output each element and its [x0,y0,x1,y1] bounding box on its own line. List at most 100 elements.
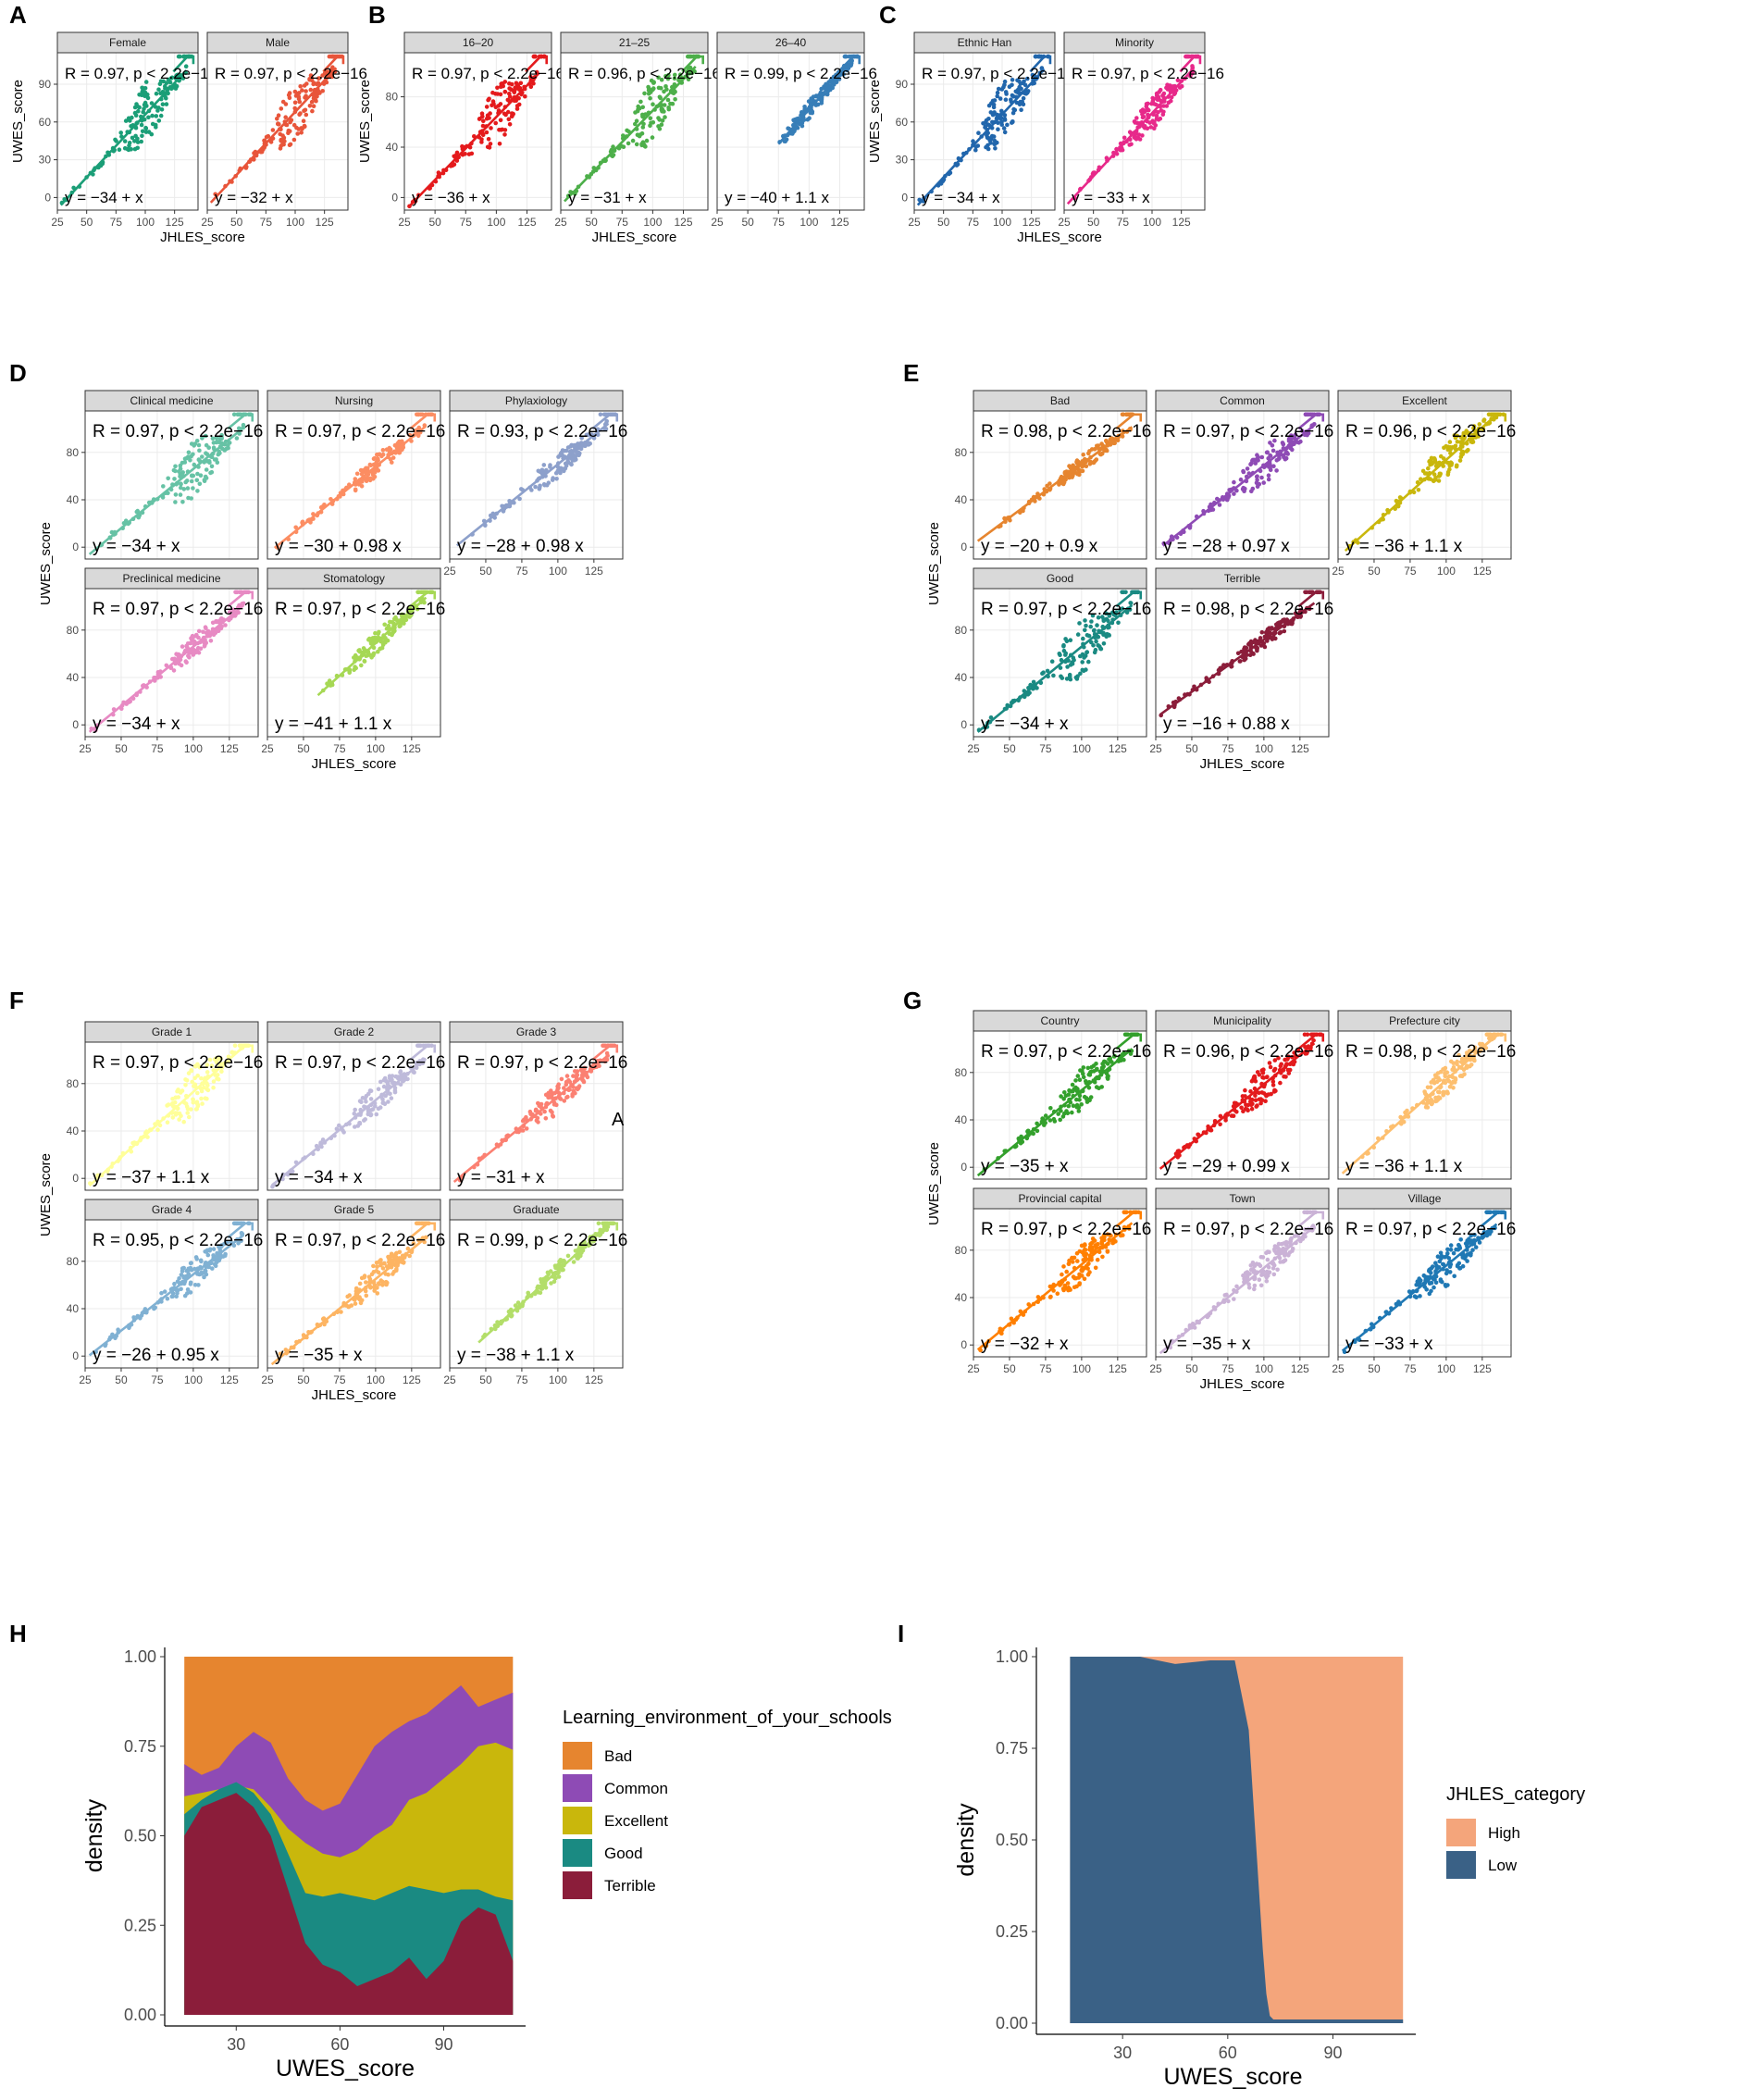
data-point [368,652,374,658]
data-point [996,127,1000,131]
data-point [266,133,271,139]
data-point [1068,638,1073,642]
facet-strip-label: Prefecture city [1389,1014,1460,1027]
data-point [1457,1074,1463,1078]
equation-label: y = −31 + x [457,1168,545,1187]
y-tick-label: 80 [67,1255,80,1268]
panel-label-E: E [903,359,919,387]
data-point [983,124,988,129]
data-point [843,54,849,59]
data-point [364,1293,369,1299]
data-point [992,138,998,143]
data-point [179,1113,183,1119]
y-tick-label: 80 [67,446,80,459]
data-point [493,105,499,109]
data-point [199,1096,204,1101]
x-tick-label: 25 [443,1373,456,1386]
data-point [291,137,297,143]
x-tick-label: 75 [333,1373,346,1386]
data-point [371,1263,376,1269]
data-point [339,1310,343,1314]
data-point [1083,628,1087,633]
data-point [1241,485,1246,491]
data-point [329,74,335,80]
data-point [656,116,661,120]
data-point [642,91,647,96]
x-tick-label: 100 [1143,216,1161,229]
equation-label: y = −32 + x [215,189,293,206]
regression-artifact [409,413,437,430]
data-point [1137,137,1143,142]
data-point [210,436,216,441]
equation-label: y = −40 + 1.1 x [725,189,829,206]
equation-label: y = −20 + 0.9 x [981,537,1098,556]
data-point [1161,104,1166,108]
data-point [390,630,395,636]
data-point [556,454,561,459]
data-point [278,146,283,151]
data-point [1425,1105,1431,1110]
data-point [543,1286,549,1290]
data-point [1084,1078,1088,1084]
data-point [353,1301,358,1306]
data-point [1451,1061,1456,1065]
y-tick-label: 60 [39,116,52,129]
data-point [559,450,564,455]
data-point [1061,480,1067,485]
data-point [1063,651,1068,656]
data-point [298,84,304,89]
x-tick-label: 100 [184,1373,203,1386]
data-point [513,86,518,92]
data-point [510,114,514,118]
data-point [493,120,498,126]
data-point [376,458,380,463]
data-point [1101,618,1107,623]
data-point [314,81,319,87]
equation-label: y = −33 + x [1072,189,1150,206]
data-point [1090,1240,1095,1246]
data-point [1150,95,1155,101]
data-point [268,140,274,144]
data-point [633,121,638,127]
data-point [520,1128,526,1133]
data-point [195,471,200,477]
data-point [135,140,141,144]
facet-panel-border [266,410,441,560]
equation-label: y = −28 + 0.98 x [457,537,584,556]
data-point [993,146,998,151]
data-point [296,127,302,131]
data-point [564,448,569,454]
data-point [140,129,145,134]
data-point [630,138,636,143]
regression-artifact [1179,55,1202,73]
data-point [487,145,492,150]
x-tick-label: 125 [674,216,692,229]
regression-line [59,69,188,206]
data-point [362,1118,366,1123]
data-point [284,122,290,128]
data-point [505,109,511,115]
data-point [156,87,161,92]
data-point [127,143,131,148]
data-point [644,138,650,143]
data-point [1095,1257,1100,1262]
data-point [491,101,496,106]
data-point [571,1088,576,1093]
data-point [1250,486,1256,491]
data-point [1148,125,1154,130]
data-point [363,477,368,482]
data-point [375,452,380,457]
data-point [212,457,217,462]
data-point [1161,91,1167,96]
data-point [1127,143,1132,147]
facet-strip-label: Graduate [513,1203,559,1216]
data-point [973,144,978,149]
data-point [1184,54,1189,59]
data-point [197,481,203,487]
data-point [554,1102,559,1108]
